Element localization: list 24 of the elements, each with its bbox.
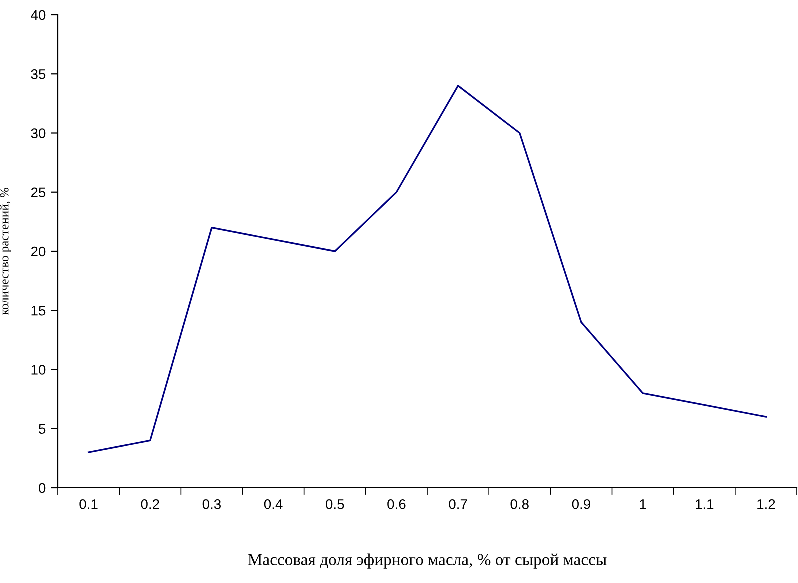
y-tick-label: 35	[31, 69, 46, 80]
line-series	[88, 85, 768, 454]
x-tick-label: 0.2	[141, 499, 160, 510]
y-tick-label: 5	[39, 424, 46, 434]
x-tick-label: 0.3	[202, 499, 221, 510]
x-tick-label: 1.2	[758, 499, 776, 510]
y-axis-title: количество растений, %	[0, 188, 12, 316]
y-tick-label: 10	[32, 365, 46, 375]
x-tick-label: 0.8	[510, 499, 529, 510]
y-tick-label: 25	[31, 188, 46, 198]
y-tick-label: 20	[31, 246, 46, 257]
y-tick-label: 30	[31, 128, 46, 138]
x-tick-label: 0.6	[388, 499, 406, 510]
y-tick-label: 0	[39, 483, 46, 494]
x-axis-title: Массовая доля эфирного масла, % от сырой массы	[248, 554, 607, 569]
y-tick-label: 15	[32, 306, 46, 316]
y-tick-label: 40	[31, 10, 46, 20]
x-tick-label: 0.4	[264, 499, 283, 510]
x-tick-label: 0.1	[80, 499, 98, 510]
x-tick-label: 0.7	[449, 499, 468, 510]
x-tick-label: 1	[640, 500, 646, 510]
x-tick-label: 0.5	[326, 499, 344, 510]
x-tick-label: 1.1	[696, 500, 714, 510]
x-tick-label: 0.9	[572, 499, 590, 510]
